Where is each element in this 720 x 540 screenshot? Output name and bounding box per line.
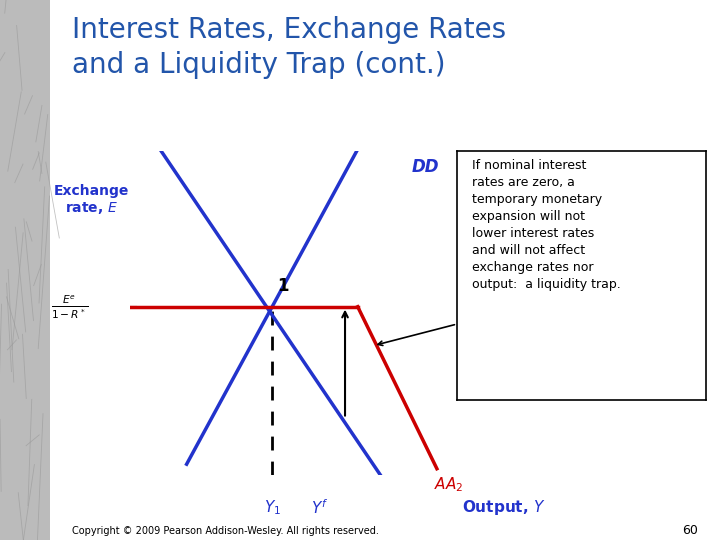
Text: Exchange
rate, $E$: Exchange rate, $E$	[54, 184, 130, 216]
Text: Output, $Y$: Output, $Y$	[462, 498, 546, 517]
Text: $\frac{E^e}{1-R^*}$: $\frac{E^e}{1-R^*}$	[51, 293, 89, 321]
Text: If nominal interest
rates are zero, a
temporary monetary
expansion will not
lowe: If nominal interest rates are zero, a te…	[472, 159, 621, 291]
Text: $Y^f$: $Y^f$	[311, 498, 328, 517]
Text: Interest Rates, Exchange Rates
and a Liquidity Trap (cont.): Interest Rates, Exchange Rates and a Liq…	[72, 16, 506, 79]
Text: 60: 60	[683, 523, 698, 537]
Text: 1: 1	[277, 276, 289, 294]
Text: DD: DD	[412, 158, 439, 176]
Text: $Y_1$: $Y_1$	[264, 498, 281, 517]
Text: Copyright © 2009 Pearson Addison-Wesley. All rights reserved.: Copyright © 2009 Pearson Addison-Wesley.…	[72, 525, 379, 536]
Text: $AA_2$: $AA_2$	[433, 475, 463, 494]
